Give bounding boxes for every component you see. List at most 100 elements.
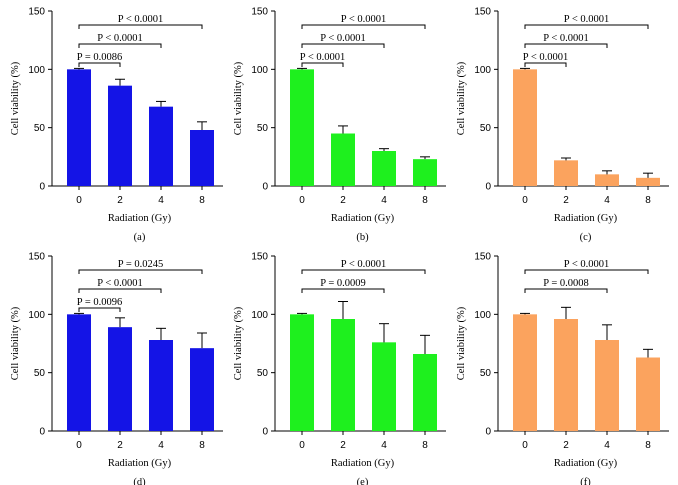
significance-label: P = 0.0245 bbox=[118, 259, 164, 270]
bar bbox=[595, 340, 619, 431]
significance-bracket bbox=[301, 269, 426, 274]
bar bbox=[149, 340, 173, 431]
x-tick-label: 4 bbox=[158, 440, 164, 451]
y-tick-label: 0 bbox=[485, 182, 491, 193]
significance-label: P < 0.0001 bbox=[543, 33, 589, 44]
significance-bracket bbox=[524, 24, 649, 29]
significance-label: P < 0.0001 bbox=[118, 14, 164, 25]
y-tick-label: 100 bbox=[28, 65, 45, 76]
bar bbox=[554, 319, 578, 431]
x-tick-label: 0 bbox=[299, 195, 305, 206]
x-tick-label: 4 bbox=[381, 440, 387, 451]
y-tick-label: 100 bbox=[474, 65, 491, 76]
significance-label: P < 0.0001 bbox=[564, 259, 610, 270]
x-tick-label: 4 bbox=[381, 195, 387, 206]
bar bbox=[108, 327, 132, 431]
y-tick-label: 100 bbox=[251, 65, 268, 76]
bar bbox=[290, 69, 314, 186]
x-tick-label: 8 bbox=[645, 195, 651, 206]
x-axis-title: Radiation (Gy) bbox=[108, 458, 172, 469]
significance-label: P < 0.0001 bbox=[300, 52, 346, 63]
y-tick-label: 150 bbox=[474, 252, 491, 263]
x-tick-label: 2 bbox=[563, 195, 569, 206]
x-tick-label: 4 bbox=[604, 195, 610, 206]
x-tick-label: 2 bbox=[340, 195, 346, 206]
significance-label: P < 0.0001 bbox=[97, 33, 143, 44]
x-tick-label: 0 bbox=[76, 440, 82, 451]
y-tick-label: 50 bbox=[480, 123, 492, 134]
y-axis-title: Cell viability (%) bbox=[233, 61, 244, 135]
y-tick-label: 0 bbox=[262, 427, 268, 438]
x-tick-label: 2 bbox=[340, 440, 346, 451]
y-tick-label: 50 bbox=[257, 368, 269, 379]
x-tick-label: 8 bbox=[199, 195, 205, 206]
significance-label: P < 0.0001 bbox=[564, 14, 610, 25]
bar bbox=[67, 69, 91, 186]
y-axis-title: Cell viability (%) bbox=[233, 306, 244, 380]
significance-bracket bbox=[78, 269, 203, 274]
y-tick-label: 50 bbox=[34, 123, 46, 134]
significance-bracket bbox=[524, 288, 608, 293]
panel-f: 0 50 100 150 Cell viability (%) 0 2 4 8 Radiation… bbox=[456, 252, 669, 485]
significance-bracket bbox=[301, 62, 344, 67]
y-axis-title: Cell viability (%) bbox=[10, 61, 21, 135]
bar bbox=[413, 159, 437, 186]
panel-label: (d) bbox=[133, 477, 146, 485]
significance-bracket bbox=[301, 43, 385, 48]
x-tick-label: 4 bbox=[604, 440, 610, 451]
panel-label: (a) bbox=[134, 232, 146, 243]
x-tick-label: 8 bbox=[422, 440, 428, 451]
significance-bracket bbox=[524, 62, 567, 67]
bar bbox=[331, 319, 355, 431]
significance-bracket bbox=[78, 24, 203, 29]
y-tick-label: 0 bbox=[485, 427, 491, 438]
y-tick-label: 50 bbox=[257, 123, 269, 134]
bar bbox=[108, 85, 132, 186]
panel-c: 0 50 100 150 Cell viability (%) 0 2 4 8 Radiation… bbox=[456, 7, 669, 243]
y-tick-label: 150 bbox=[474, 7, 491, 18]
y-tick-label: 0 bbox=[39, 182, 45, 193]
x-tick-label: 8 bbox=[199, 440, 205, 451]
significance-bracket bbox=[524, 269, 649, 274]
panel-label: (c) bbox=[580, 232, 592, 243]
panel-a: 0 50 100 150 Cell viability (%) 0 2 4 8 Radiation… bbox=[10, 7, 223, 243]
y-tick-label: 100 bbox=[28, 310, 45, 321]
panel-label: (e) bbox=[357, 477, 369, 485]
y-tick-label: 50 bbox=[480, 368, 492, 379]
bar bbox=[513, 314, 537, 431]
bar bbox=[636, 177, 660, 186]
significance-bracket bbox=[78, 43, 162, 48]
significance-bracket bbox=[78, 307, 121, 312]
x-tick-label: 2 bbox=[563, 440, 569, 451]
y-tick-label: 0 bbox=[262, 182, 268, 193]
significance-bracket bbox=[524, 43, 608, 48]
x-tick-label: 0 bbox=[299, 440, 305, 451]
panel-e: 0 50 100 150 Cell viability (%) 0 2 4 8 Radiation… bbox=[233, 252, 446, 485]
x-axis-title: Radiation (Gy) bbox=[331, 213, 395, 224]
y-axis-title: Cell viability (%) bbox=[456, 306, 467, 380]
bar bbox=[513, 69, 537, 186]
x-tick-label: 4 bbox=[158, 195, 164, 206]
panel-label: (f) bbox=[580, 477, 591, 485]
significance-label: P < 0.0001 bbox=[341, 14, 387, 25]
significance-label: P < 0.0001 bbox=[320, 33, 366, 44]
significance-label: P < 0.0001 bbox=[523, 52, 569, 63]
bar bbox=[67, 314, 91, 431]
y-tick-label: 150 bbox=[28, 252, 45, 263]
y-tick-label: 100 bbox=[251, 310, 268, 321]
significance-bracket bbox=[78, 288, 162, 293]
x-tick-label: 8 bbox=[645, 440, 651, 451]
significance-label: P < 0.0001 bbox=[97, 278, 143, 289]
x-tick-label: 2 bbox=[117, 195, 123, 206]
x-axis-title: Radiation (Gy) bbox=[108, 213, 172, 224]
panel-label: (b) bbox=[356, 232, 369, 243]
significance-label: P = 0.0096 bbox=[77, 297, 123, 308]
y-tick-label: 50 bbox=[34, 368, 46, 379]
bar bbox=[190, 348, 214, 431]
x-tick-label: 0 bbox=[76, 195, 82, 206]
x-axis-title: Radiation (Gy) bbox=[554, 213, 618, 224]
x-tick-label: 2 bbox=[117, 440, 123, 451]
x-tick-label: 0 bbox=[522, 440, 528, 451]
significance-label: P = 0.0009 bbox=[320, 278, 366, 289]
